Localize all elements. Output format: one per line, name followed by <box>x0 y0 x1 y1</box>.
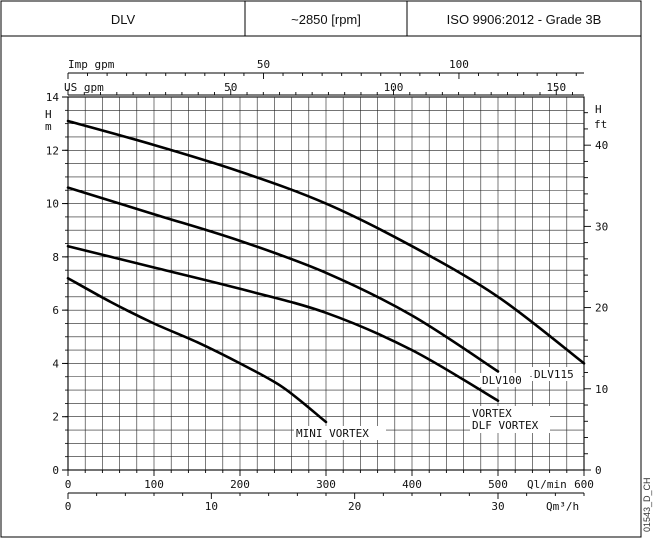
x-tick-label-m3h: 20 <box>348 500 361 513</box>
header-speed: ~2850 [rpm] <box>291 12 361 27</box>
label-vortex: VORTEX <box>472 407 512 420</box>
y-left-tick-label: 4 <box>52 357 59 370</box>
label-bg-dlv100 <box>480 373 530 387</box>
y-right-tick-label: 10 <box>595 383 608 396</box>
x-tick-label-lmin: 500 <box>488 478 508 491</box>
y-right-tick-label: 30 <box>595 220 608 233</box>
y-left-tick-label: 12 <box>46 144 59 157</box>
y-left-tick-label: 14 <box>46 91 60 104</box>
series-curve-0 <box>66 119 586 365</box>
series-curve-3 <box>66 276 328 424</box>
x-tick-label-lmin: 600 <box>574 478 594 491</box>
y-right-tick-label: 20 <box>595 302 608 315</box>
y-left-tick-label: 6 <box>52 304 59 317</box>
x-tick-label-m3h: 10 <box>205 500 218 513</box>
x-tick-label-lmin: 300 <box>316 478 336 491</box>
y-left-h-label: H <box>45 108 52 121</box>
y-left-tick-label: 0 <box>52 464 59 477</box>
series-curve-2 <box>66 244 500 402</box>
usgpm-tick-label: 50 <box>224 81 237 94</box>
document-code: 01543_D_CH <box>642 477 652 532</box>
lmin-axis-label: Ql/min <box>527 478 567 491</box>
y-axis-right: 0 10 20 30 40 <box>584 112 608 477</box>
header-standard: ISO 9906:2012 - Grade 3B <box>447 12 602 27</box>
impgpm-tick-label: 100 <box>449 58 469 71</box>
y-right-tick-label: 40 <box>595 139 608 152</box>
y-right-h-label: H <box>595 103 602 116</box>
x-tick-label-m3h: 0 <box>65 500 72 513</box>
top-axis-ticks: 50 100 150 50 100 <box>67 58 577 95</box>
label-dlv115: DLV115 <box>534 368 574 381</box>
x-tick-label-lmin: 100 <box>144 478 164 491</box>
y-left-tick-label: 10 <box>46 198 59 211</box>
x-tick-label-lmin: 200 <box>230 478 250 491</box>
y-left-tick-label: 2 <box>52 411 59 424</box>
label-bg-mini-vortex <box>294 426 386 440</box>
x-tick-label-lmin: 400 <box>402 478 422 491</box>
label-mini-vortex: MINI VORTEX <box>296 427 369 440</box>
y-left-m-label: m <box>45 120 52 133</box>
series-curve-1 <box>66 186 500 373</box>
x-tick-label-m3h: 30 <box>491 500 504 513</box>
series-curves <box>66 119 586 424</box>
usgpm-tick-label: 100 <box>384 81 404 94</box>
label-bg-dlv115 <box>532 367 582 381</box>
y-left-tick-label: 8 <box>52 251 59 264</box>
label-bg-vortex <box>470 406 550 433</box>
usgpm-tick-label: 150 <box>546 81 566 94</box>
impgpm-axis-label: Imp gpm <box>68 58 115 71</box>
x-tick-label-lmin: 0 <box>65 478 72 491</box>
outer-frame <box>0 0 642 538</box>
header-model: DLV <box>111 12 136 27</box>
x-axis-bottom: 0 100 200 300 400 500 600 0 10 20 30 <box>65 470 594 513</box>
m3h-axis-label: Qm³/h <box>546 500 579 513</box>
label-dlf-vortex: DLF VORTEX <box>472 419 539 432</box>
impgpm-tick-label: 50 <box>257 58 270 71</box>
y-right-tick-label: 0 <box>595 464 602 477</box>
usgpm-axis-label: US gpm <box>64 81 104 94</box>
grid <box>68 97 584 470</box>
label-dlv100: DLV100 <box>482 374 522 387</box>
y-right-ft-label: ft <box>594 118 607 131</box>
y-axis-left: 0 2 4 6 8 10 12 14 <box>46 91 68 477</box>
